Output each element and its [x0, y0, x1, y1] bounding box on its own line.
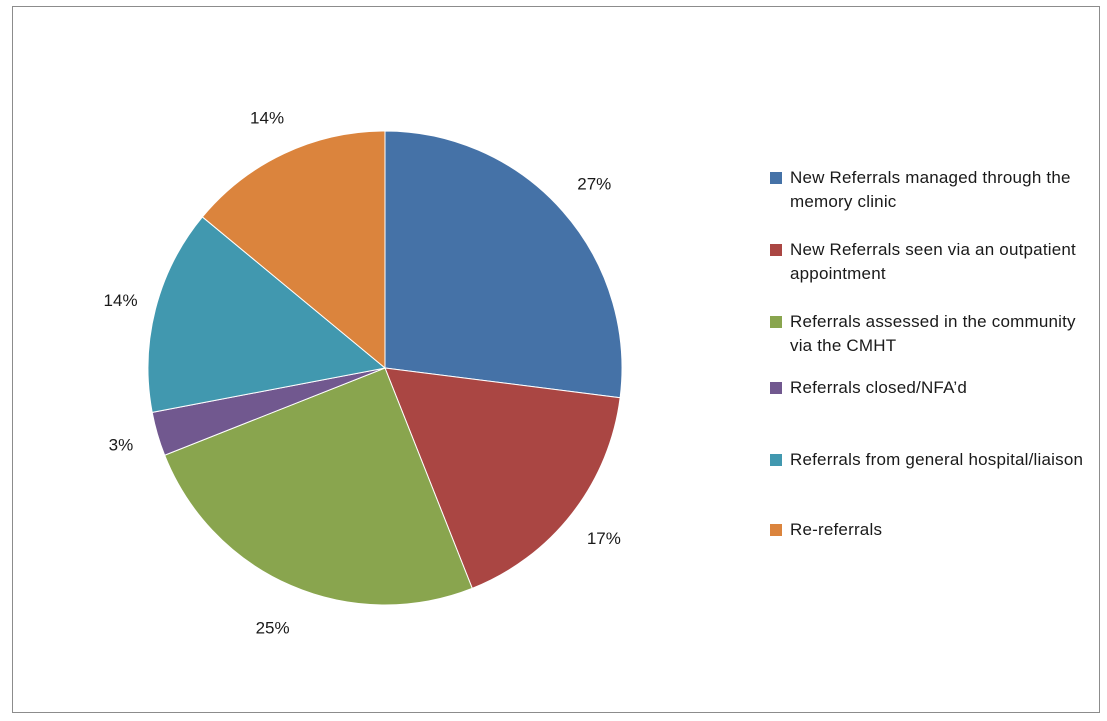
- slice-percent-label: 25%: [256, 619, 290, 638]
- legend-label: New Referrals managed through the memory…: [790, 168, 1071, 211]
- legend-item-re-referrals: Re-referrals: [770, 518, 1100, 542]
- legend-swatch: [770, 316, 782, 328]
- legend-label: New Referrals seen via an outpatient app…: [790, 240, 1076, 283]
- pie-slice: [384, 130, 623, 399]
- legend-item-closed: Referrals closed/NFA’d: [770, 376, 1100, 400]
- legend-item-general-hospital: Referrals from general hospital/liaison: [770, 448, 1100, 472]
- pie-slice: [201, 130, 386, 370]
- legend-label: Referrals from general hospital/liaison: [790, 450, 1084, 469]
- slice-percent-label: 14%: [104, 291, 138, 310]
- legend-swatch: [770, 454, 782, 466]
- slice-percent-label: 17%: [587, 529, 621, 548]
- legend-item-cmht: Referrals assessed in the community via …: [770, 310, 1100, 358]
- legend-label: Referrals closed/NFA’d: [790, 378, 967, 397]
- legend-swatch: [770, 524, 782, 536]
- legend-swatch: [770, 172, 782, 184]
- slice-percent-label: 27%: [577, 174, 611, 193]
- pie-slice: [384, 367, 621, 590]
- legend-label: Referrals assessed in the community via …: [790, 312, 1076, 355]
- legend-item-outpatient: New Referrals seen via an outpatient app…: [770, 238, 1100, 286]
- pie-slice: [147, 216, 387, 413]
- legend-swatch: [770, 382, 782, 394]
- slice-percent-label: 3%: [109, 436, 134, 455]
- legend-item-memory-clinic: New Referrals managed through the memory…: [770, 166, 1100, 214]
- slice-percent-label: 14%: [250, 108, 284, 127]
- legend-swatch: [770, 244, 782, 256]
- pie-slice: [163, 367, 473, 606]
- legend-label: Re-referrals: [790, 520, 883, 539]
